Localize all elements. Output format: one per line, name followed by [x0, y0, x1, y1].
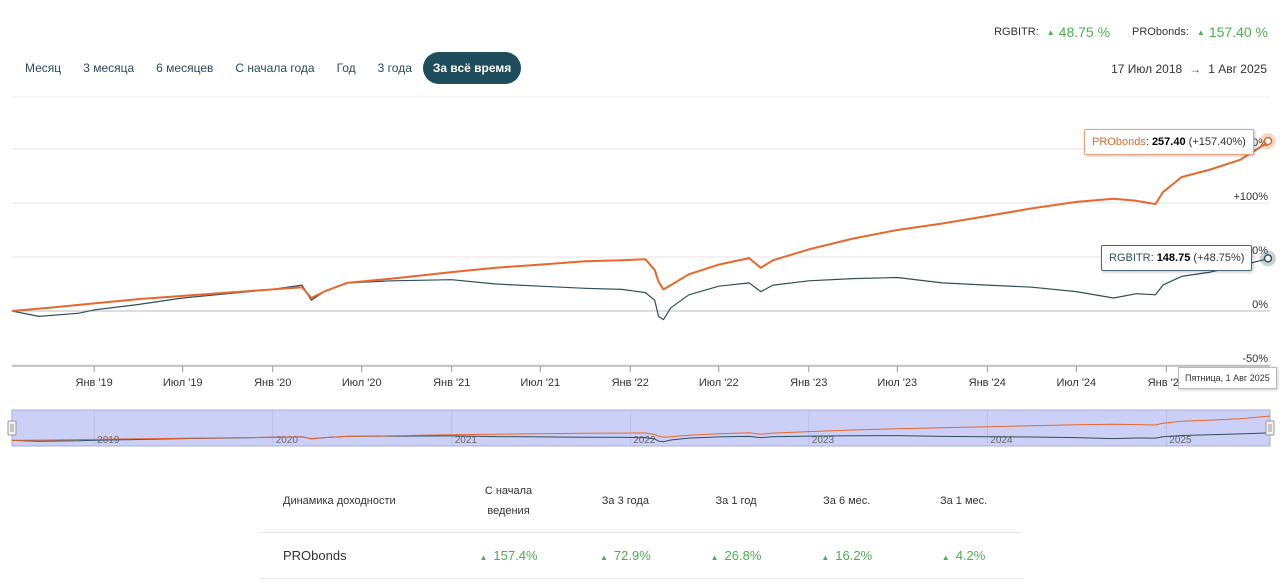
- returns-3-years-value: 72.9%: [613, 547, 651, 563]
- navigator-line-probonds: [11, 415, 1271, 441]
- returns-1-month: ▲ 4.2%: [905, 532, 1022, 579]
- range-button-month[interactable]: Месяц: [25, 61, 62, 75]
- returns-header-inception-line2: ведения: [487, 504, 530, 517]
- legend-rgbitr: RGBITR: ▲ 48.75 %: [994, 24, 1110, 40]
- navigator-year-label: 2025: [1169, 435, 1192, 446]
- returns-header-1-year: За 1 год: [683, 470, 789, 533]
- returns-header-3-years: За 3 года: [567, 470, 684, 533]
- returns-header-inception: С начала ведения: [450, 470, 568, 533]
- up-arrow-icon: ▲: [821, 552, 830, 562]
- range-button-year[interactable]: Год: [336, 61, 356, 75]
- navigator-handle-left[interactable]: [7, 420, 17, 436]
- returns-6-months-value: 16.2%: [835, 547, 873, 563]
- returns-header-row: Динамика доходности С начала ведения За …: [260, 470, 1022, 533]
- x-tick-label: Янв '23: [790, 377, 827, 389]
- table-row: PRObonds ▲ 157.4% ▲ 72.9% ▲ 26.8% ▲ 16.2% ▲ 4…: [260, 532, 1022, 579]
- tooltip-probonds-name: PRObonds: [1092, 136, 1146, 148]
- legend-rgbitr-change: 48.75 %: [1058, 24, 1111, 40]
- returns-3-years: ▲ 72.9%: [567, 532, 684, 579]
- navigator-year-label: 2023: [812, 435, 835, 446]
- legend-probonds: PRObonds: ▲ 157.40 %: [1132, 24, 1268, 40]
- returns-1-year-value: 26.8%: [724, 547, 762, 563]
- x-axis: Янв '19 Июл '19 Янв '20 Июл '20 Янв '21 Июл '…: [12, 365, 1270, 389]
- range-button-3-years[interactable]: 3 года: [377, 61, 412, 75]
- y-tick-label: 0%: [1252, 299, 1268, 311]
- series-marker-rgbitr: [1263, 254, 1273, 263]
- tooltip-rgbitr-name: RGBITR: [1109, 252, 1151, 264]
- up-arrow-icon: ▲: [599, 552, 608, 562]
- range-button-6-months[interactable]: 6 месяцев: [156, 61, 214, 75]
- series-summary: RGBITR: ▲ 48.75 % PRObonds: ▲ 157.40 %: [994, 24, 1268, 40]
- x-tick-label: Янв '20: [254, 377, 291, 389]
- returns-1-month-value: 4.2%: [955, 547, 986, 563]
- tooltip-date: Пятница, 1 Авг 2025: [1178, 367, 1277, 389]
- range-button-all-time[interactable]: За всё время: [422, 52, 522, 84]
- legend-probonds-change: 157.40 %: [1208, 24, 1268, 40]
- returns-6-months: ▲ 16.2%: [788, 532, 906, 579]
- tooltip-rgbitr-value: 148.75: [1156, 252, 1191, 264]
- navigator-handle-right[interactable]: [1265, 420, 1275, 436]
- navigator-year-label: 2021: [455, 435, 478, 446]
- navigator-year-label: 2022: [633, 435, 656, 446]
- legend-probonds-name: PRObonds:: [1132, 26, 1189, 38]
- navigator-year-label: 2024: [990, 435, 1013, 446]
- returns-inception-value: 157.4%: [493, 547, 538, 563]
- series-lines: [11, 133, 1276, 321]
- returns-header-1-month: За 1 мес.: [905, 470, 1022, 533]
- returns-table: Динамика доходности С начала ведения За …: [260, 470, 1022, 579]
- returns-header-title: Динамика доходности: [260, 470, 450, 533]
- x-tick-label: Янв '21: [433, 377, 470, 389]
- tooltip-probonds-value: 257.40: [1151, 136, 1186, 148]
- returns-row-name: PRObonds: [260, 532, 450, 579]
- navigator-year-label: 2020: [276, 435, 299, 446]
- series-marker-probonds: [1263, 136, 1273, 146]
- x-tick-label: Янв '19: [76, 377, 113, 389]
- returns-header-6-months: За 6 мес.: [788, 470, 906, 533]
- returns-1-year: ▲ 26.8%: [683, 532, 789, 579]
- range-button-ytd[interactable]: С начала года: [235, 61, 315, 75]
- legend-rgbitr-name: RGBITR:: [994, 26, 1039, 38]
- series-line-rgbitr: [11, 257, 1271, 321]
- up-arrow-icon: ▲: [1196, 27, 1205, 37]
- up-arrow-icon: ▲: [479, 552, 488, 562]
- series-line-probonds: [11, 140, 1271, 312]
- y-tick-label: -50%: [1242, 353, 1268, 365]
- range-button-3-months[interactable]: 3 месяца: [83, 61, 135, 75]
- y-tick-label: +100%: [1233, 191, 1268, 203]
- arrow-right-icon: →: [1189, 62, 1202, 76]
- up-arrow-icon: ▲: [710, 552, 719, 562]
- up-arrow-icon: ▲: [941, 552, 950, 562]
- x-tick-label: Июл '19: [163, 377, 203, 389]
- date-range: 17 Июл 2018 → 1 Авг 2025: [1111, 62, 1267, 76]
- x-tick-label: Июл '22: [699, 377, 739, 389]
- tooltip-probonds-change: (+157.40%): [1188, 136, 1246, 148]
- x-tick-label: Июл '24: [1056, 377, 1096, 389]
- tooltip-probonds: PRObonds: 257.40 (+157.40%): [1084, 129, 1254, 155]
- date-to[interactable]: 1 Авг 2025: [1208, 62, 1267, 76]
- returns-inception: ▲ 157.4%: [450, 532, 568, 579]
- x-tick-label: Июл '20: [342, 377, 382, 389]
- returns-header-inception-line1: С начала: [484, 484, 533, 497]
- x-tick-label: Июл '21: [520, 377, 560, 389]
- range-selector: Месяц 3 месяца 6 месяцев С начала года Г…: [14, 52, 522, 84]
- tooltip-rgbitr-change: (+48.75%): [1193, 252, 1245, 264]
- x-tick-label: Янв '25: [1148, 377, 1185, 389]
- navigator: 2019 2020 2021 2022 2023 2024 2025: [7, 409, 1275, 447]
- tooltip-rgbitr: RGBITR: 148.75 (+48.75%): [1101, 245, 1253, 271]
- x-tick-label: Янв '24: [969, 377, 1006, 389]
- up-arrow-icon: ▲: [1046, 27, 1055, 37]
- grid-lines: [12, 96, 1270, 366]
- x-tick-label: Янв '22: [612, 377, 649, 389]
- x-tick-label: Июл '23: [877, 377, 917, 389]
- date-from[interactable]: 17 Июл 2018: [1111, 62, 1183, 76]
